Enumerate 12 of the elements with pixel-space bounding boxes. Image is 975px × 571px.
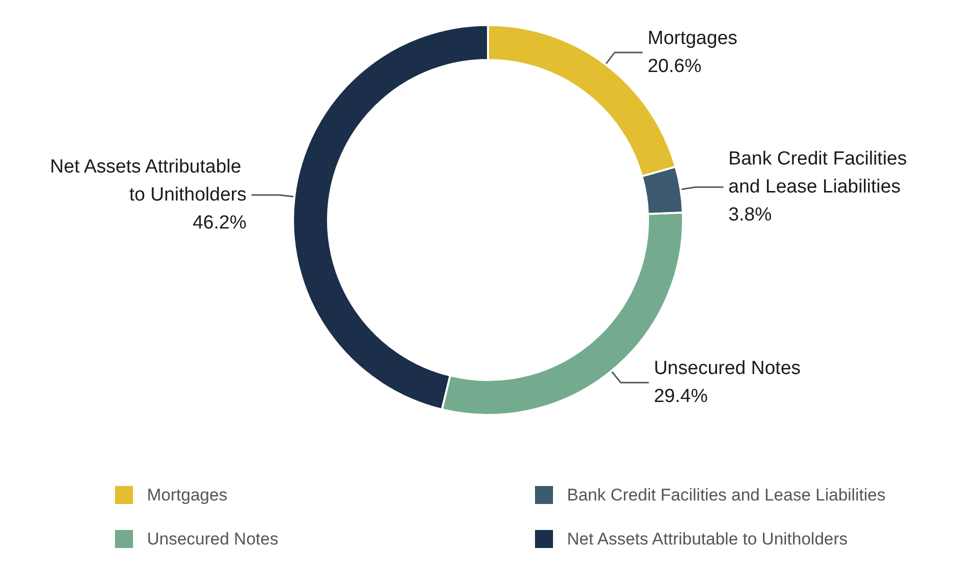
legend-label: Bank Credit Facilities and Lease Liabilities: [567, 486, 886, 504]
legend-label: Mortgages: [147, 486, 228, 504]
slice-label: Unsecured Notes: [654, 358, 801, 380]
data-label: 29.4%: [654, 386, 708, 408]
slice-label: Bank Credit Facilities and Lease Liabilities: [728, 148, 912, 198]
slice-label: Mortgages: [648, 28, 738, 49]
slice-label: Net Assets Attributable to Unitholders: [50, 156, 246, 206]
legend-label: Net Assets Attributable to Unitholders: [567, 530, 848, 548]
legend-label: Unsecured Notes: [147, 530, 278, 548]
data-label: 46.2%: [192, 212, 247, 234]
data-label: 3.8%: [728, 204, 772, 226]
data-label: 20.6%: [648, 56, 702, 77]
